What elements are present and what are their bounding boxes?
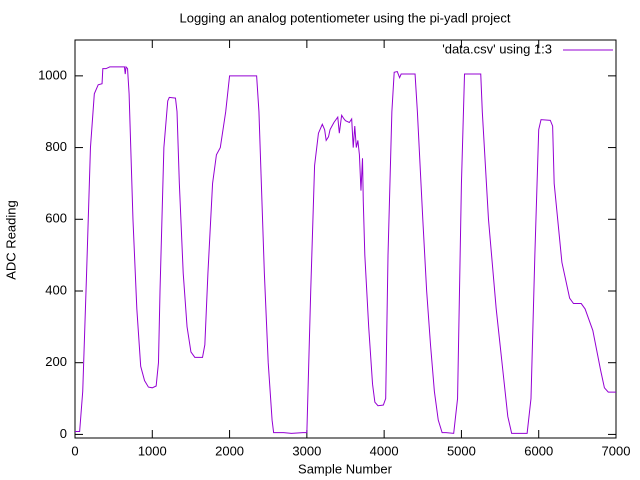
y-tick-label: 600 [45, 211, 67, 226]
x-tick-label: 6000 [524, 443, 553, 458]
x-tick-label: 0 [71, 443, 78, 458]
x-tick-label: 1000 [138, 443, 167, 458]
y-tick-label: 0 [60, 426, 67, 441]
x-axis-label: Sample Number [298, 461, 393, 476]
legend-label: 'data.csv' using 1:3 [442, 41, 552, 56]
chart-title: Logging an analog potentiometer using th… [179, 10, 510, 25]
plot-border [74, 39, 617, 439]
y-tick-label: 1000 [38, 67, 67, 82]
x-tick-label: 2000 [215, 443, 244, 458]
y-tick-label: 200 [45, 354, 67, 369]
y-tick-label: 400 [45, 282, 67, 297]
x-tick-label: 4000 [370, 443, 399, 458]
x-tick-label: 3000 [292, 443, 321, 458]
y-axis-label: ADC Reading [3, 200, 18, 280]
x-tick-label: 5000 [447, 443, 476, 458]
data-line [75, 65, 616, 434]
y-tick-label: 800 [45, 139, 67, 154]
x-tick-label: 7000 [602, 443, 631, 458]
